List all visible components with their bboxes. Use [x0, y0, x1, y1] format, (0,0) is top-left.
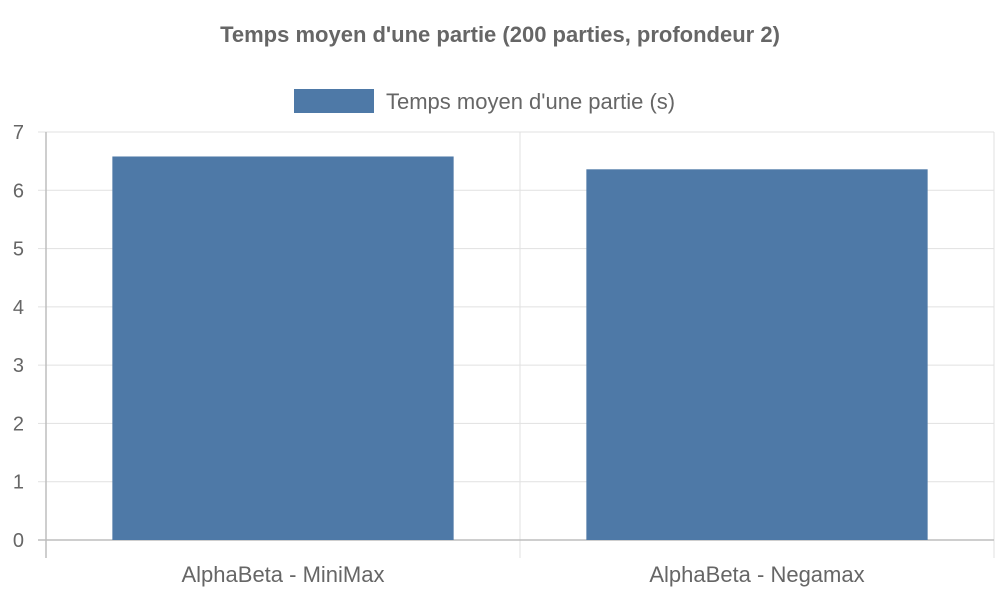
y-tick-label: 3: [13, 355, 24, 377]
legend-swatch: [294, 89, 374, 113]
chart-title: Temps moyen d'une partie (200 parties, p…: [220, 22, 780, 47]
y-tick-label: 0: [13, 530, 24, 552]
bar[interactable]: [112, 156, 454, 541]
y-tick-label: 2: [13, 413, 24, 435]
legend-label: Temps moyen d'une partie (s): [386, 89, 675, 114]
y-axis-ticks: 0 1 2 3 4 5 6 7: [13, 122, 24, 552]
y-tick-label: 7: [13, 122, 24, 144]
y-tick-label: 1: [13, 472, 24, 494]
y-tick-label: 5: [13, 239, 24, 261]
x-tick-label: AlphaBeta - Negamax: [649, 562, 864, 587]
x-tick-label: AlphaBeta - MiniMax: [182, 562, 385, 587]
bars: [112, 156, 928, 541]
y-tick-label: 4: [13, 297, 24, 319]
y-tick-label: 6: [13, 180, 24, 202]
legend[interactable]: Temps moyen d'une partie (s): [294, 89, 675, 114]
x-axis-ticks: AlphaBeta - MiniMax AlphaBeta - Negamax: [182, 562, 865, 587]
bar[interactable]: [586, 169, 928, 540]
